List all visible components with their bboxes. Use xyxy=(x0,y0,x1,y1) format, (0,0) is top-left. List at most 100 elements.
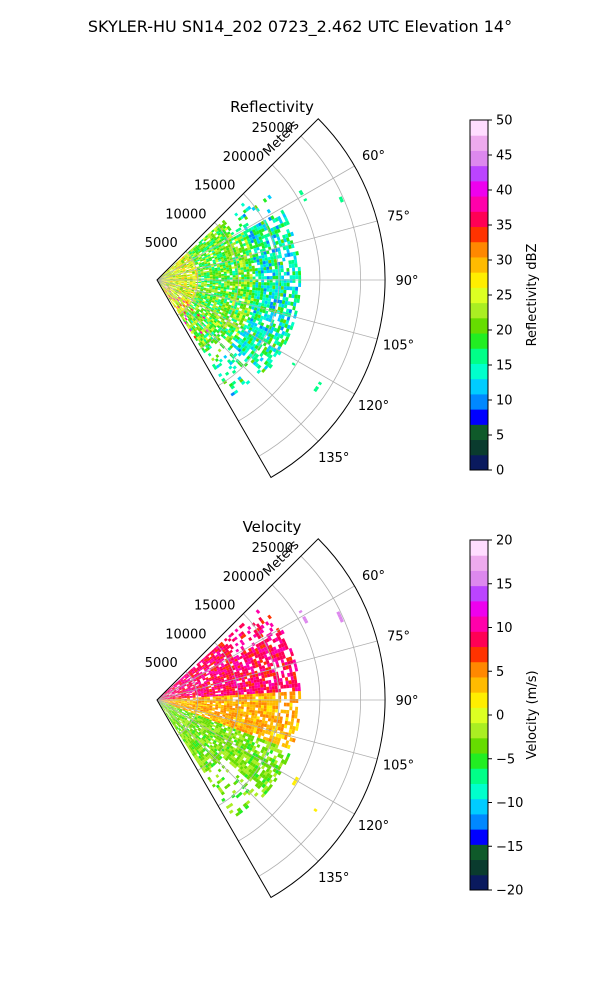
echo-cell xyxy=(226,287,230,290)
echo-cell xyxy=(232,272,236,276)
echo-cell xyxy=(284,300,289,305)
echo-cell xyxy=(183,285,187,287)
echo-cell xyxy=(192,676,196,679)
echo-cell xyxy=(188,726,192,730)
echo-cell xyxy=(175,284,179,286)
echo-cell xyxy=(197,271,201,273)
echo-cell xyxy=(271,725,276,730)
echo-cell xyxy=(218,311,223,315)
echo-cell xyxy=(296,718,300,724)
echo-cell xyxy=(295,271,299,276)
echo-cell xyxy=(211,269,215,272)
echo-cell xyxy=(206,346,211,351)
echo-cell xyxy=(195,743,199,747)
echo-cell xyxy=(222,292,226,296)
echo-cell xyxy=(192,694,196,696)
echo-cell xyxy=(167,715,170,718)
echo-cell xyxy=(229,695,233,698)
echo-cell xyxy=(165,706,168,709)
echo-cell xyxy=(252,767,257,772)
echo-cell xyxy=(229,281,233,284)
echo-cell xyxy=(241,347,246,352)
echo-cell xyxy=(165,289,168,293)
echo-cell xyxy=(226,335,231,340)
echo-cell xyxy=(268,711,272,716)
echo-cell xyxy=(199,725,203,728)
echo-cell xyxy=(220,319,224,324)
echo-cell xyxy=(175,278,179,280)
echo-cell xyxy=(204,307,208,311)
echo-cell xyxy=(228,293,232,297)
echo-cell xyxy=(283,238,288,243)
echo-cell xyxy=(168,267,172,270)
echo-cell xyxy=(228,337,233,341)
echo-cell xyxy=(291,729,295,735)
echo-cell xyxy=(260,624,265,629)
echo-cell xyxy=(196,749,200,754)
echo-cell xyxy=(245,714,249,718)
echo-cell xyxy=(167,271,171,274)
echo-cell xyxy=(262,198,268,203)
echo-cell xyxy=(269,749,274,755)
echo-cell xyxy=(264,730,269,735)
echo-cell xyxy=(189,724,193,728)
echo-cell xyxy=(250,680,255,684)
echo-cell xyxy=(217,337,221,341)
echo-cell xyxy=(261,696,265,700)
echo-cell xyxy=(225,683,229,686)
echo-cell xyxy=(181,676,185,679)
echo-cell xyxy=(269,329,274,335)
echo-cell xyxy=(269,315,273,320)
echo-cell xyxy=(182,288,186,290)
echo-cell xyxy=(180,313,184,317)
echo-cell xyxy=(191,271,195,273)
echo-cell xyxy=(183,292,187,295)
echo-cell xyxy=(275,275,279,280)
echo-cell xyxy=(175,698,179,700)
echo-cell xyxy=(252,688,256,692)
echo-cell xyxy=(222,290,227,294)
echo-cell xyxy=(247,764,252,769)
echo-cell xyxy=(184,317,188,321)
echo-cell xyxy=(271,249,276,253)
echo-cell xyxy=(226,676,230,680)
echo-cell xyxy=(241,767,246,772)
echo-cell xyxy=(271,305,276,310)
echo-cell xyxy=(260,722,265,727)
echo-cell xyxy=(242,224,247,229)
echo-cell xyxy=(258,693,262,697)
echo-cell xyxy=(171,291,175,294)
echo-cell xyxy=(223,300,227,304)
echo-cell xyxy=(238,247,242,251)
echo-cell xyxy=(199,666,203,670)
echo-cell xyxy=(266,702,270,706)
echo-cell xyxy=(265,737,270,742)
echo-cell xyxy=(225,247,230,251)
echo-cell xyxy=(207,313,211,317)
echo-cell xyxy=(257,270,262,274)
echo-cell xyxy=(206,696,210,699)
echo-cell xyxy=(209,702,213,705)
echo-cell xyxy=(171,285,175,288)
echo-cell xyxy=(198,282,202,284)
echo-cell xyxy=(248,636,253,642)
echo-cell xyxy=(165,272,169,275)
echo-cell xyxy=(215,252,219,256)
echo-cell xyxy=(212,730,217,734)
echo-cell xyxy=(169,276,173,278)
echo-cell xyxy=(235,794,241,799)
echo-cell xyxy=(211,234,216,238)
echo-cell xyxy=(208,670,212,673)
echo-cell xyxy=(177,271,181,273)
echo-cell xyxy=(281,646,287,651)
echo-cell xyxy=(230,262,234,265)
echo-cell xyxy=(255,740,259,745)
echo-cell xyxy=(198,739,203,744)
echo-cell xyxy=(187,746,191,750)
echo-cell xyxy=(178,283,182,285)
echo-cell xyxy=(236,293,241,296)
echo-cell xyxy=(236,250,240,254)
echo-cell xyxy=(245,250,249,254)
echo-cell xyxy=(212,717,216,720)
echo-cell xyxy=(226,283,230,286)
